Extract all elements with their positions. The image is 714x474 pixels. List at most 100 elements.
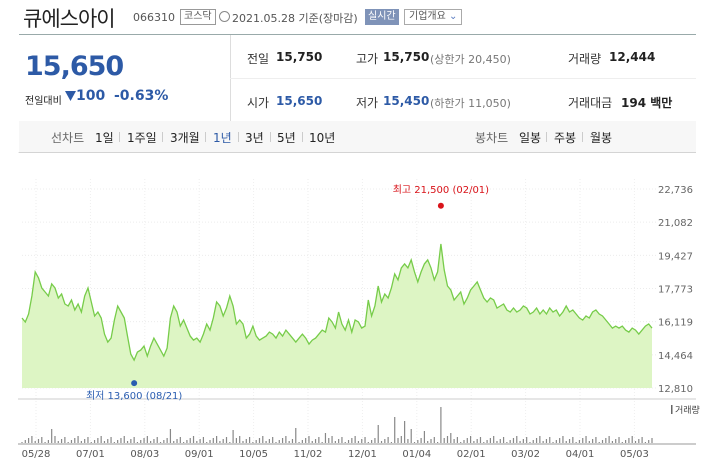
volume-bar xyxy=(456,437,458,443)
volume-bar xyxy=(595,437,597,443)
divider xyxy=(230,78,696,79)
volume-bar xyxy=(592,439,594,443)
stock-header: 큐에스아이 066310 코스닥 2021.05.28 기준(장마감) 실시간 … xyxy=(0,0,714,34)
volume-bar xyxy=(110,437,112,443)
x-tick-label: 08/03 xyxy=(130,449,159,460)
volume-bar xyxy=(281,438,284,443)
volume-bar xyxy=(74,438,76,443)
volume-bar xyxy=(235,438,237,443)
volume-bar xyxy=(120,438,122,443)
x-tick-label: 01/04 xyxy=(402,449,431,460)
volume-bar xyxy=(41,437,43,443)
volume-bar xyxy=(328,438,330,443)
realtime-button[interactable]: 실시간 xyxy=(365,9,399,25)
separator xyxy=(238,132,239,142)
tab-1w[interactable]: 1주일 xyxy=(127,131,157,145)
volume-bar xyxy=(248,437,251,443)
volume-bar xyxy=(354,436,356,443)
tab-1y[interactable]: 1년 xyxy=(213,131,232,145)
volume-bar xyxy=(407,439,409,443)
volume-bar xyxy=(367,442,369,443)
tab-3m[interactable]: 3개월 xyxy=(170,131,200,145)
stock-name: 큐에스아이 xyxy=(23,7,116,31)
volume-bar xyxy=(44,442,46,443)
volume-bar xyxy=(598,442,600,443)
volume-bar xyxy=(601,440,604,443)
volume-bar xyxy=(173,441,175,443)
volume-bar xyxy=(242,441,244,443)
volume-bar xyxy=(545,439,548,443)
tab-daily[interactable]: 일봉 xyxy=(519,131,542,145)
volume-bar xyxy=(47,440,49,443)
volume-bar xyxy=(209,440,211,443)
volume-bar xyxy=(641,437,643,443)
volume-bar xyxy=(496,441,498,443)
volume-bar xyxy=(265,441,267,443)
volume-bar xyxy=(331,436,333,443)
volume-bar xyxy=(400,436,402,443)
volume-bar xyxy=(628,438,630,443)
basis-date: 2021.05.28 기준(장마감) xyxy=(232,10,358,26)
volume-bar xyxy=(651,438,653,443)
tab-monthly[interactable]: 월봉 xyxy=(590,131,613,145)
volume-bar xyxy=(351,438,353,443)
volume-bar xyxy=(552,442,554,443)
y-axis-labels: 22,736 21,082 19,427 17,773 16,119 14,464 12,8… xyxy=(658,185,693,395)
volume-bar xyxy=(446,436,449,443)
volume-bar xyxy=(90,442,92,443)
down-triangle-icon xyxy=(65,91,76,101)
volume-bar xyxy=(433,437,435,443)
volume-bar xyxy=(483,442,485,443)
volume-bar xyxy=(493,436,495,443)
volume-bar xyxy=(404,421,406,443)
volume-bar xyxy=(136,442,139,443)
y-tick-label: 17,773 xyxy=(658,285,693,296)
volume-bar xyxy=(268,439,270,443)
volume-bar xyxy=(278,440,280,443)
volume-bar xyxy=(427,441,429,443)
low-label: 저가 xyxy=(356,96,379,110)
change-percent: -0.63% xyxy=(114,88,169,104)
trade-amount-value: 194 백만 xyxy=(621,96,673,110)
x-tick-label: 03/02 xyxy=(511,449,540,460)
volume-bar xyxy=(159,442,162,443)
volume-bar xyxy=(212,438,214,443)
volume-bar xyxy=(572,437,574,443)
volume-bar xyxy=(206,442,208,443)
tab-weekly[interactable]: 주봉 xyxy=(554,131,577,145)
volume-bar xyxy=(644,442,647,443)
change-label: 전일대비 xyxy=(25,96,62,107)
open-value: 15,650 xyxy=(276,94,323,108)
company-info-label: 기업개요 xyxy=(409,11,446,22)
price-area xyxy=(22,243,652,388)
volume-bar xyxy=(37,439,40,443)
tab-10y[interactable]: 10년 xyxy=(309,131,336,145)
tab-3y[interactable]: 3년 xyxy=(245,131,264,145)
volume-bar xyxy=(387,437,389,443)
tab-5y[interactable]: 5년 xyxy=(277,131,296,145)
volume-bar xyxy=(532,440,534,443)
company-info-dropdown[interactable]: 기업개요 ⌄ xyxy=(404,9,463,25)
x-tick-label: 07/01 xyxy=(76,449,105,460)
chevron-down-icon: ⌄ xyxy=(449,11,458,22)
market-badge: 코스닥 xyxy=(180,9,216,25)
volume-bar xyxy=(31,436,33,443)
volume-bar xyxy=(301,440,303,443)
volume-bar xyxy=(555,440,557,443)
volume-bar xyxy=(298,442,300,443)
volume-bar xyxy=(80,441,82,443)
volume-bar xyxy=(67,442,69,443)
volume-bar xyxy=(585,436,587,443)
separator xyxy=(205,132,206,142)
volume-bar xyxy=(27,438,30,443)
change-value: 100 xyxy=(65,88,105,104)
volume-bar xyxy=(489,438,491,443)
volume-bar xyxy=(430,439,432,443)
volume-bar xyxy=(437,442,439,443)
volume-bar xyxy=(291,439,294,443)
line-chart-label: 선차트 xyxy=(51,131,85,145)
tab-1d[interactable]: 1일 xyxy=(95,131,114,145)
volume-bar xyxy=(252,442,254,443)
volume-bar xyxy=(295,428,297,443)
low-annotation: 최저 13,600 (08/21) xyxy=(86,390,182,402)
